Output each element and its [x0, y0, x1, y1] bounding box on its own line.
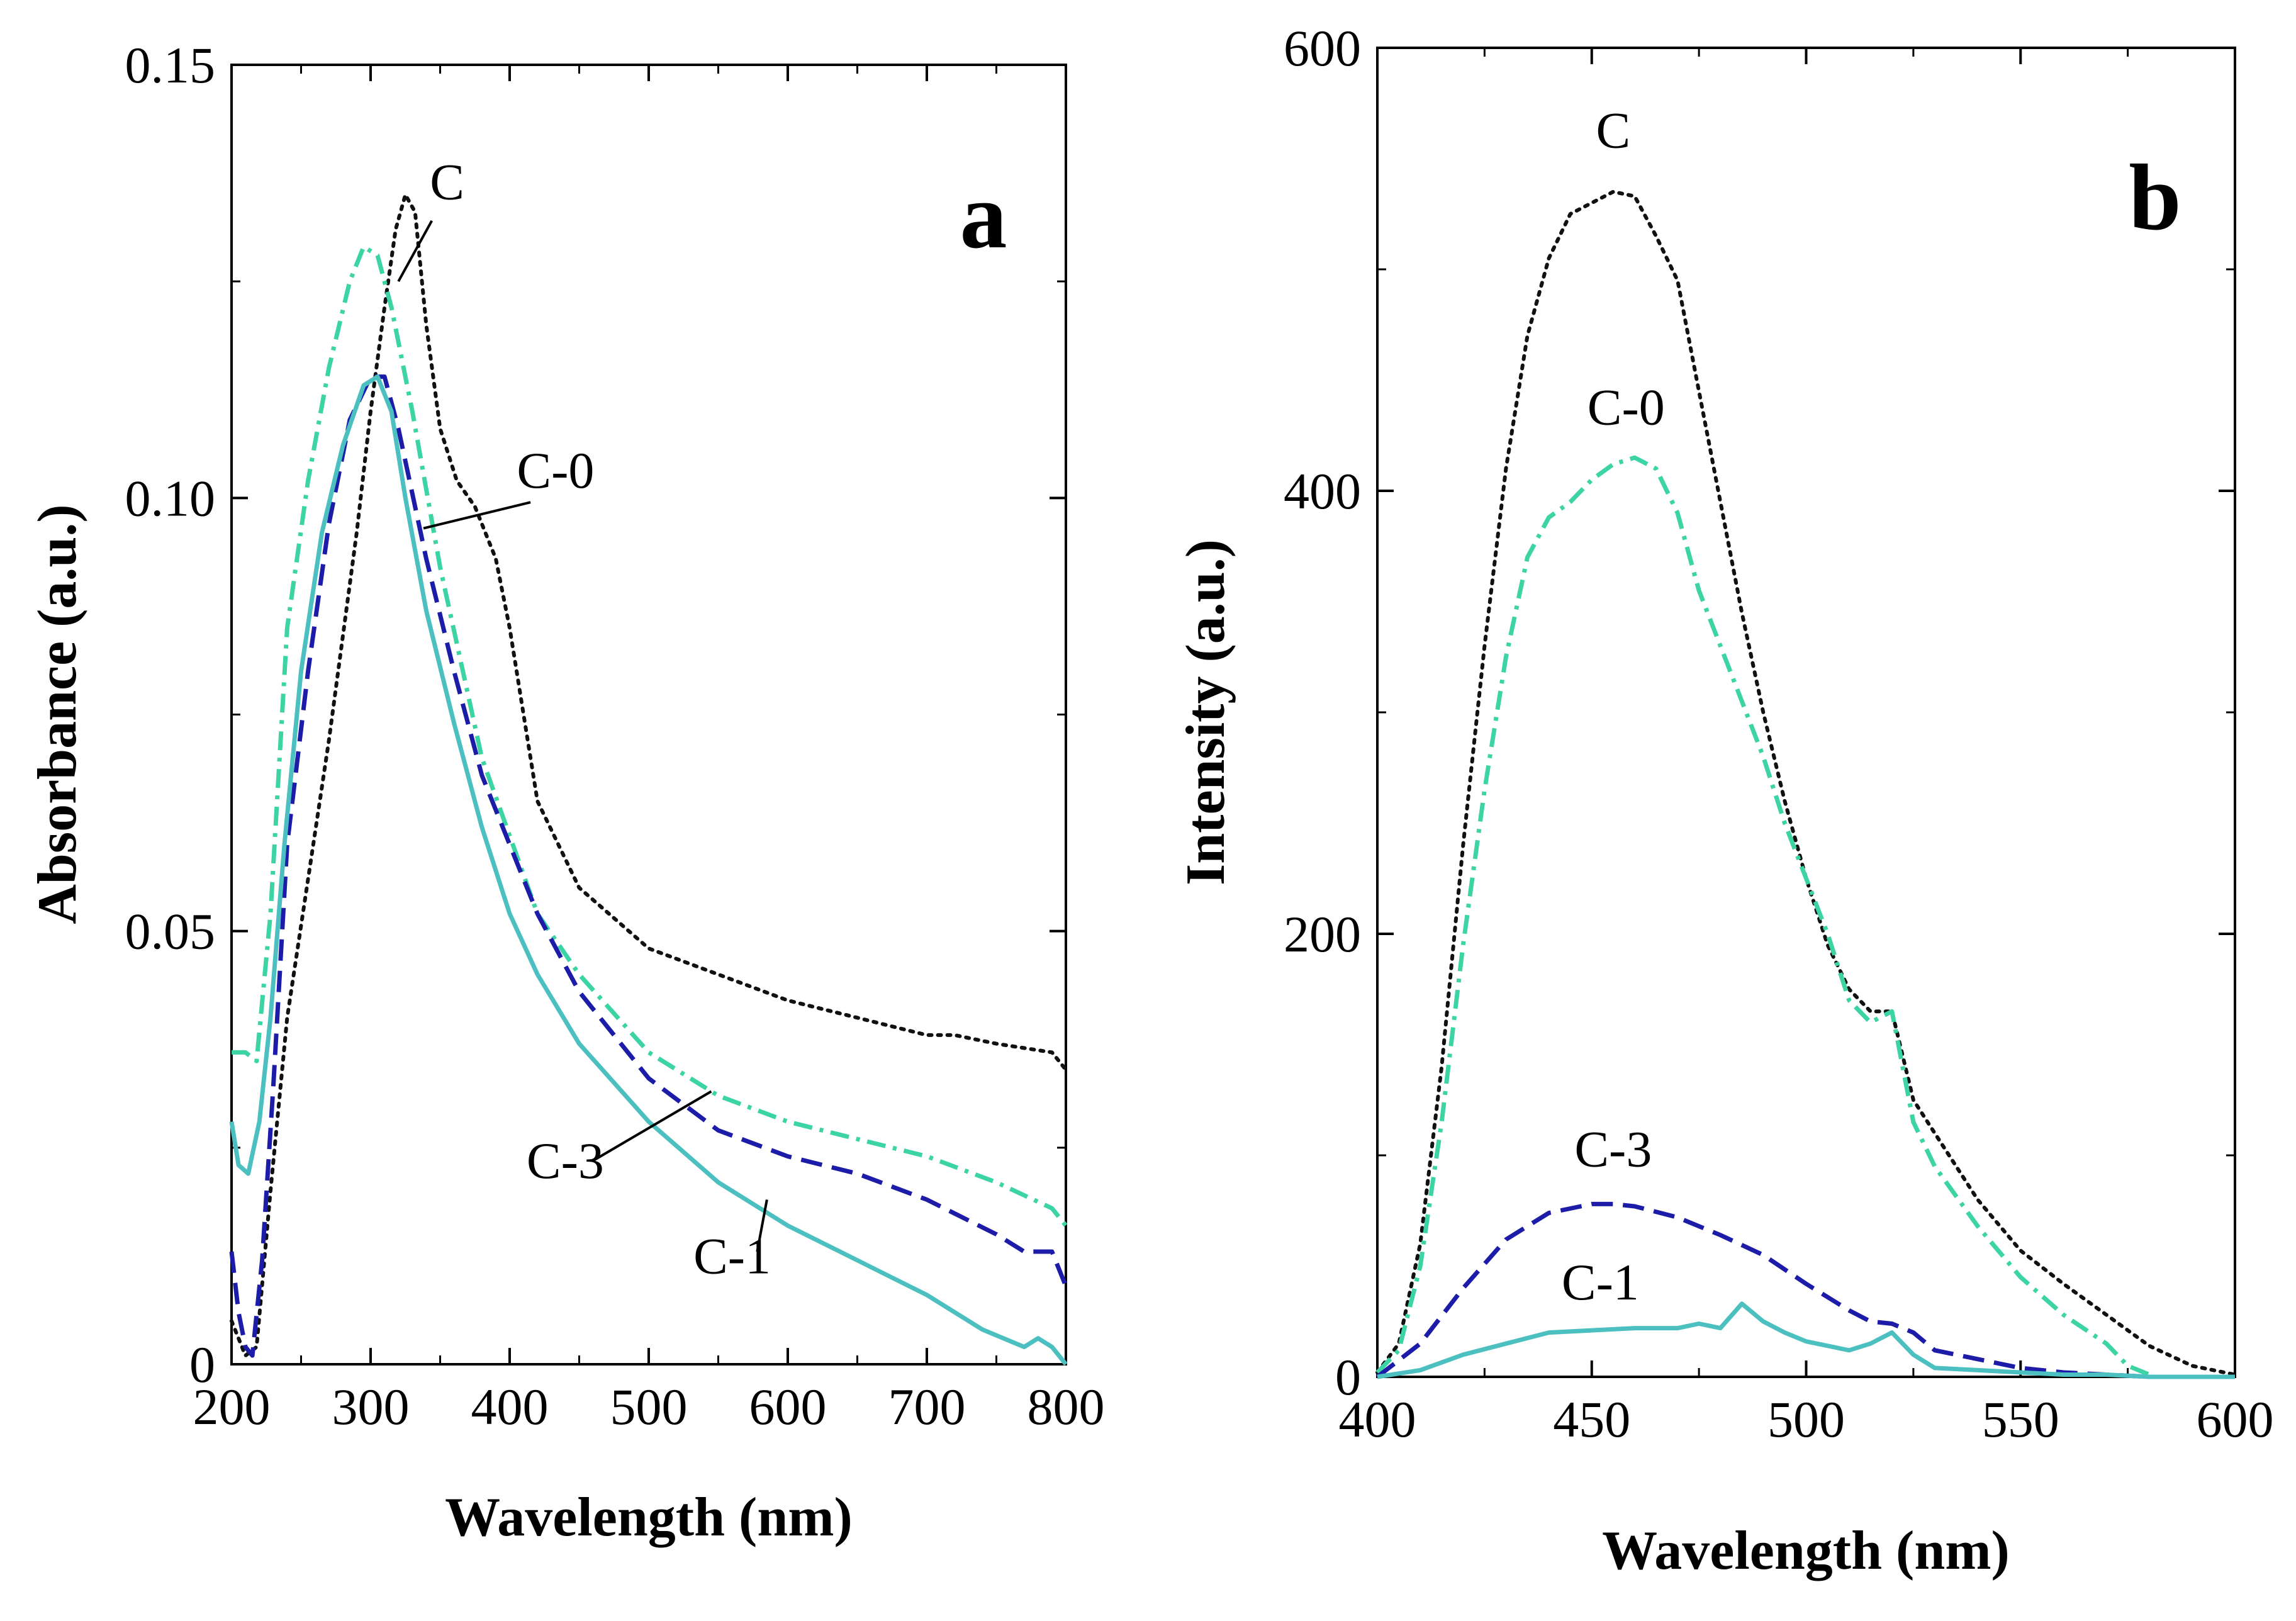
- panel-b-series-label-c-1: C-1: [1562, 1254, 1639, 1311]
- panel-a-y-tick-label: 0: [189, 1336, 215, 1393]
- panel-b-series-label-c-0: C-0: [1588, 378, 1665, 435]
- panel-a-y-tick-label: 0.10: [125, 469, 216, 527]
- panel-b-y-tick-label: 200: [1284, 906, 1361, 963]
- panel-b-x-tick-label: 450: [1553, 1391, 1630, 1448]
- panel-b-series-label-c: C: [1596, 101, 1630, 159]
- panel-b-letter: b: [2129, 145, 2181, 250]
- panel-a-leader-line-c-3: [592, 1090, 712, 1162]
- panel-a-x-tick-label: 600: [749, 1378, 827, 1435]
- panel-a-x-tick-label: 300: [332, 1378, 410, 1435]
- panel-a-x-tick-label: 500: [610, 1378, 688, 1435]
- panel-a-series-label-c-3: C-3: [527, 1132, 604, 1189]
- panel-a-letter: a: [960, 164, 1007, 268]
- panel-a-series-c-3: [229, 374, 1068, 1358]
- panel-a-series-group: [229, 193, 1068, 1366]
- panel-b-y-tick-label: 600: [1284, 20, 1361, 77]
- panel-a-leader-line-c-0: [423, 501, 531, 530]
- panel-a-leader-line-c-1: [756, 1199, 768, 1252]
- panel-b-plot-frame: [1376, 47, 2236, 1378]
- panel-a-y-tick-label: 0.05: [125, 903, 216, 960]
- panel-a-x-tick-label: 700: [888, 1378, 966, 1435]
- panel-a-ticks: 200 300 400 500 600 700 800 0 0.05 0.10 0.15: [125, 36, 1105, 1435]
- panel-b-series-group: [1375, 189, 2237, 1379]
- panel-a-x-tick-label: 800: [1028, 1378, 1105, 1435]
- panel-b-y-tick-label: 0: [1335, 1349, 1361, 1406]
- panel-b-intensity-chart: 400 450 500 550 600 0 200 400 600 C C-0 C-3 C-1 Wav…: [1175, 20, 2274, 1581]
- panel-b-series-c: [1375, 189, 2237, 1377]
- panel-b-x-tick-label: 550: [1982, 1391, 2059, 1448]
- panel-b-x-tick-label: 400: [1339, 1391, 1416, 1448]
- panel-a-series-c: [230, 193, 1068, 1358]
- panel-a-y-axis-title: Absorbance (a.u.): [27, 504, 88, 924]
- panel-a-annotations: C C-0 C-3 C-1: [397, 153, 771, 1284]
- panel-b-series-c-0: [1375, 455, 2151, 1377]
- panel-b-annotations: C C-0 C-3 C-1: [1562, 101, 1665, 1310]
- panel-b-series-label-c-3: C-3: [1574, 1121, 1652, 1178]
- panel-a-y-tick-label: 0.15: [125, 36, 216, 94]
- panel-a-series-label-c: C: [430, 153, 464, 210]
- panel-a-x-axis-title: Wavelength (nm): [445, 1487, 853, 1548]
- panel-b-x-tick-label: 600: [2197, 1391, 2274, 1448]
- panel-a-x-tick-label: 400: [471, 1378, 549, 1435]
- panel-a-series-c-1: [229, 374, 1068, 1366]
- panel-b-y-tick-label: 400: [1284, 463, 1361, 520]
- panel-b-x-tick-label: 500: [1767, 1391, 1845, 1448]
- panel-a-series-label-c-1: C-1: [693, 1227, 771, 1284]
- panel-b-y-axis-title: Intensity (a.u.): [1175, 539, 1236, 885]
- panel-a-x-tick-label: 200: [193, 1378, 271, 1435]
- panel-a-series-c-0: [232, 244, 1068, 1227]
- panel-b-series-c-1: [1377, 1301, 2235, 1379]
- panel-b-x-axis-title: Wavelength (nm): [1602, 1520, 2010, 1581]
- panel-a-series-label-c-0: C-0: [517, 442, 594, 499]
- panel-a-leader-line-c: [397, 220, 433, 283]
- panel-b-ticks: 400 450 500 550 600 0 200 400 600: [1284, 20, 2274, 1448]
- panel-b-series-c-3: [1375, 1201, 2149, 1379]
